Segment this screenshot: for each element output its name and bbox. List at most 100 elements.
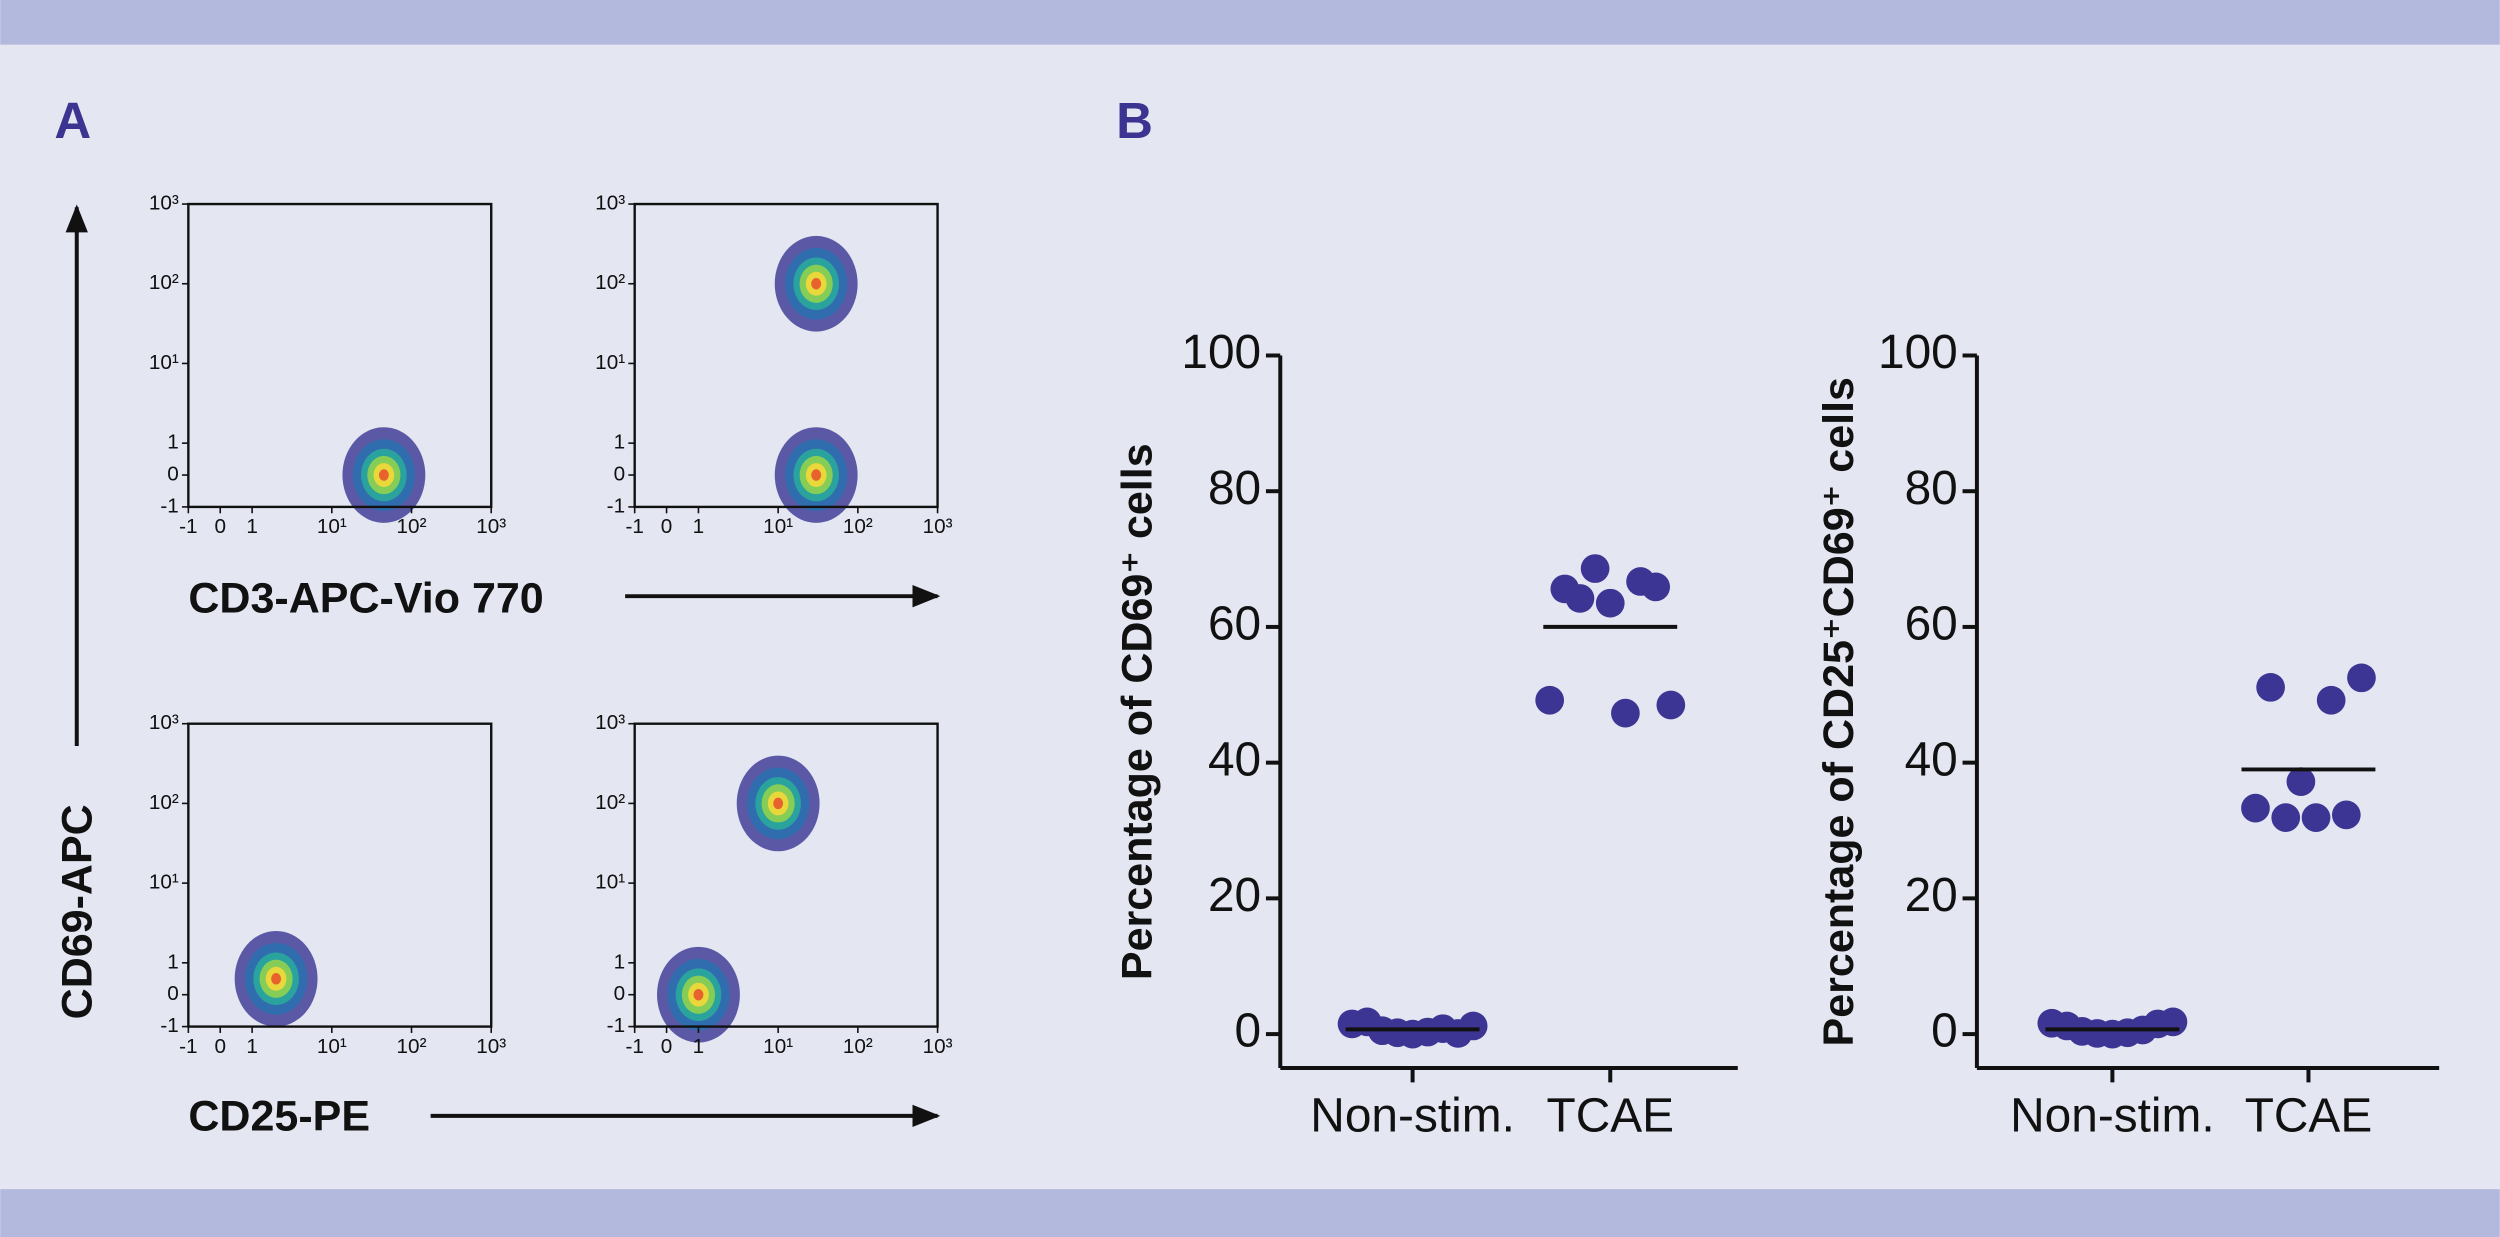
y-tick-label: 40 [1905,733,1958,786]
y-tick-label: 1 [614,950,626,973]
x-tick-label: 1 [693,1035,705,1058]
data-point [2347,663,2376,693]
y-tick-label: -1 [607,494,625,517]
x-tick-label: 10¹ [763,515,793,538]
data-point [1611,698,1640,728]
bottom-band [0,1189,2500,1237]
x-tick-label: -1 [625,1035,643,1058]
density-level [271,973,282,985]
y-tick-label: 60 [1905,598,1958,651]
plot-frame [187,722,493,1028]
y-tick-label: 20 [1208,869,1261,922]
plot-frame [633,202,939,509]
y-tick-label: 10³ [595,192,625,215]
data-point [1595,588,1625,618]
y-tick-label: 0 [1931,1005,1958,1058]
y-tick-label: 10¹ [149,351,179,374]
x-tick-label: 10¹ [317,515,347,538]
y-tick-label: 0 [167,982,179,1005]
y-tick-label: 10³ [595,711,625,734]
data-point [1580,554,1610,583]
y-tick-label: 10² [149,271,179,294]
x-tick-label: 10³ [923,1035,953,1058]
y-tick-label: 1 [614,431,626,454]
y-tick-label: 100 [1878,326,1958,379]
y-tick-label: 10² [149,791,179,814]
data-point [2256,672,2285,702]
population [774,235,858,332]
x-tick-label: 10³ [476,515,506,538]
x-tick-label: -1 [179,1035,197,1058]
x-tick-label: 0 [214,1035,226,1058]
data-point [1656,690,1686,720]
y-tick-label: 10¹ [595,351,625,374]
x-axis-label: CD25-PE [188,1092,370,1140]
top-band [0,0,2500,45]
y-tick-label: 10² [595,791,625,814]
density-level [378,469,389,481]
x-tick-label: Non-stim. [1310,1090,1515,1143]
x-tick-label: 10¹ [763,1035,793,1058]
y-tick-label: 0 [614,982,626,1005]
y-tick-label: -1 [607,1014,625,1037]
x-tick-label: 10² [397,1035,427,1058]
data-point [2331,800,2361,830]
y-tick-label: 0 [614,463,626,486]
density-level [693,988,704,1001]
plot-frame [187,202,493,509]
panel-label: B [1116,92,1153,149]
data-point [2286,767,2316,796]
x-tick-label: 10² [843,1035,873,1058]
panel-label: A [54,92,91,149]
population [774,427,858,523]
population [657,946,740,1043]
data-point [2158,1007,2188,1037]
y-tick-label: 80 [1905,462,1958,515]
x-tick-label: 0 [214,515,226,538]
x-tick-label: 10³ [923,515,953,538]
y-tick-label: 80 [1208,462,1261,515]
x-tick-label: 10² [397,515,427,538]
x-tick-label: 1 [246,515,258,538]
x-tick-label: Non-stim. [2010,1090,2215,1143]
x-tick-label: 10² [843,515,873,538]
x-tick-label: 0 [661,1035,673,1058]
data-point [2316,685,2346,715]
x-tick-label: 10¹ [317,1035,347,1058]
y-axis-label: CD69-APC [53,804,101,1019]
plot-frame [633,722,939,1028]
data-point [1641,572,1671,602]
population [234,930,318,1027]
y-tick-label: 1 [167,431,179,454]
population [736,755,820,852]
data-point [2301,803,2331,832]
x-tick-label: 0 [661,515,673,538]
y-tick-label: 10¹ [149,871,179,894]
data-point [1458,1011,1488,1041]
y-tick-label: 1 [167,950,179,973]
density-level [773,797,784,810]
data-point [2241,793,2270,823]
density-level [811,469,822,481]
population [342,427,426,523]
y-tick-label: 10³ [149,192,179,215]
y-tick-label: 100 [1181,326,1261,379]
y-axis-title: Percentage of CD69⁺ cells [1113,443,1161,980]
data-point [1535,685,1565,715]
x-axis-label: CD3-APC-Vio 770 [188,574,543,622]
y-tick-label: 10³ [149,711,179,734]
data-point [1565,584,1595,613]
x-tick-label: 1 [693,515,705,538]
x-tick-label: 1 [246,1035,258,1058]
x-tick-label: 10³ [476,1035,506,1058]
y-tick-label: 10² [595,271,625,294]
y-tick-label: 60 [1208,598,1261,651]
y-tick-label: 0 [167,463,179,486]
y-tick-label: 40 [1208,733,1261,786]
x-tick-label: TCAE [2245,1090,2373,1143]
y-tick-label: -1 [160,1014,178,1037]
y-tick-label: -1 [160,494,178,517]
x-tick-label: -1 [625,515,643,538]
